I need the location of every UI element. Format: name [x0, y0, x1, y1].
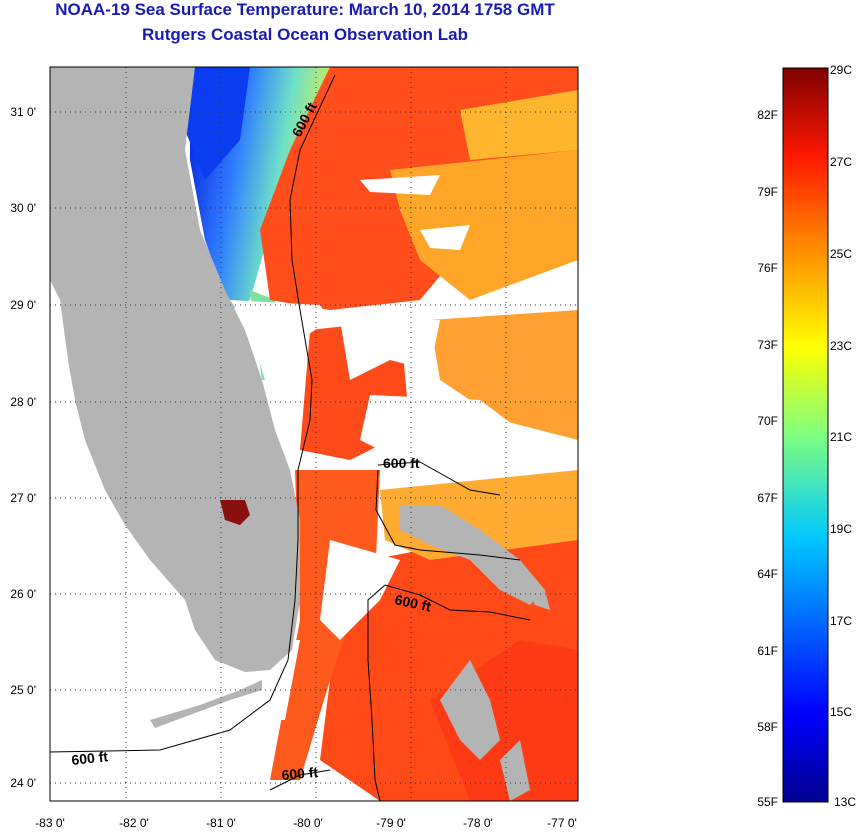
warm-offshore-orange — [390, 150, 578, 300]
latitude-axis: 31 0' 30 0' 29 0' 28 0' 27 0' 26 0' 25 0… — [10, 105, 36, 790]
depth-contour-bahama-bank — [375, 469, 521, 561]
depth-contour-south — [269, 769, 331, 791]
depth-label-west: 600 ft — [71, 748, 109, 768]
celsius-label: 15C — [830, 705, 852, 719]
fahrenheit-label: 76F — [757, 261, 778, 275]
depth-label-central: 600 ft — [393, 591, 432, 614]
cloud-patch — [360, 395, 520, 470]
grand-bahama-abaco — [400, 505, 545, 605]
lon-tick-label: -79 0' — [376, 816, 406, 830]
fahrenheit-label: 79F — [757, 185, 778, 199]
lat-tick-label: 30 0' — [10, 201, 36, 215]
graticule — [50, 67, 578, 801]
lon-tick-label: -82 0' — [119, 816, 149, 830]
lat-tick-label: 31 0' — [10, 105, 36, 119]
celsius-label: 19C — [830, 522, 852, 536]
andros-island — [440, 660, 500, 760]
celsius-label: 13C — [834, 795, 856, 809]
cloud-patch — [420, 225, 470, 250]
celsius-label: 21C — [830, 430, 852, 444]
fahrenheit-label: 61F — [757, 644, 778, 658]
colorbar-gradient — [782, 67, 829, 803]
fahrenheit-label: 70F — [757, 414, 778, 428]
cloud-patch — [230, 300, 330, 390]
lon-tick-label: -81 0' — [206, 816, 236, 830]
fahrenheit-label: 58F — [757, 720, 778, 734]
fahrenheit-label: 73F — [757, 338, 778, 352]
celsius-label: 17C — [830, 614, 852, 628]
lat-tick-label: 28 0' — [10, 395, 36, 409]
cloud-patch — [360, 175, 440, 195]
lon-tick-label: -78 0' — [463, 816, 493, 830]
lat-tick-label: 26 0' — [10, 587, 36, 601]
celsius-label: 27C — [830, 155, 852, 169]
exuma-island — [500, 740, 530, 801]
colorbar: 29C 27C 25C 23C 21C 19C 17C 15C 13C 82F … — [757, 63, 856, 809]
longitude-axis: -83 0' -82 0' -81 0' -80 0' -79 0' -78 0… — [35, 816, 577, 830]
depth-contour-west — [50, 74, 336, 753]
celsius-label: 29C — [830, 63, 852, 77]
lon-tick-label: -77 0' — [547, 816, 577, 830]
lat-tick-label: 27 0' — [10, 491, 36, 505]
depth-label-bahamas: 600 ft — [383, 455, 420, 471]
lat-tick-label: 24 0' — [10, 776, 36, 790]
lat-tick-label: 25 0' — [10, 683, 36, 697]
fahrenheit-label: 82F — [757, 108, 778, 122]
fahrenheit-label: 55F — [757, 795, 778, 809]
eleuthera-island — [525, 585, 550, 610]
lat-tick-label: 29 0' — [10, 298, 36, 312]
depth-label-south: 600 ft — [281, 764, 319, 783]
warm-east-mid — [430, 310, 578, 440]
fahrenheit-label: 64F — [757, 567, 778, 581]
celsius-label: 25C — [830, 247, 852, 261]
cloud-patch — [340, 320, 440, 380]
depth-contour-north-bahamas — [377, 461, 501, 496]
lon-tick-label: -83 0' — [35, 816, 65, 830]
map-frame — [49, 66, 579, 802]
celsius-label: 23C — [830, 339, 852, 353]
lake-okeechobee — [220, 500, 250, 525]
cloud-patch — [320, 540, 400, 640]
warm-offshore-orange-north — [460, 90, 578, 160]
cold-water-core — [185, 67, 250, 180]
map-title: NOAA-19 Sea Surface Temperature: March 1… — [55, 0, 555, 19]
map-subtitle: Rutgers Coastal Ocean Observation Lab — [142, 25, 468, 44]
lon-tick-label: -80 0' — [293, 816, 323, 830]
depth-contour-central — [384, 584, 531, 621]
fahrenheit-label: 67F — [757, 491, 778, 505]
florida-keys — [150, 680, 262, 728]
